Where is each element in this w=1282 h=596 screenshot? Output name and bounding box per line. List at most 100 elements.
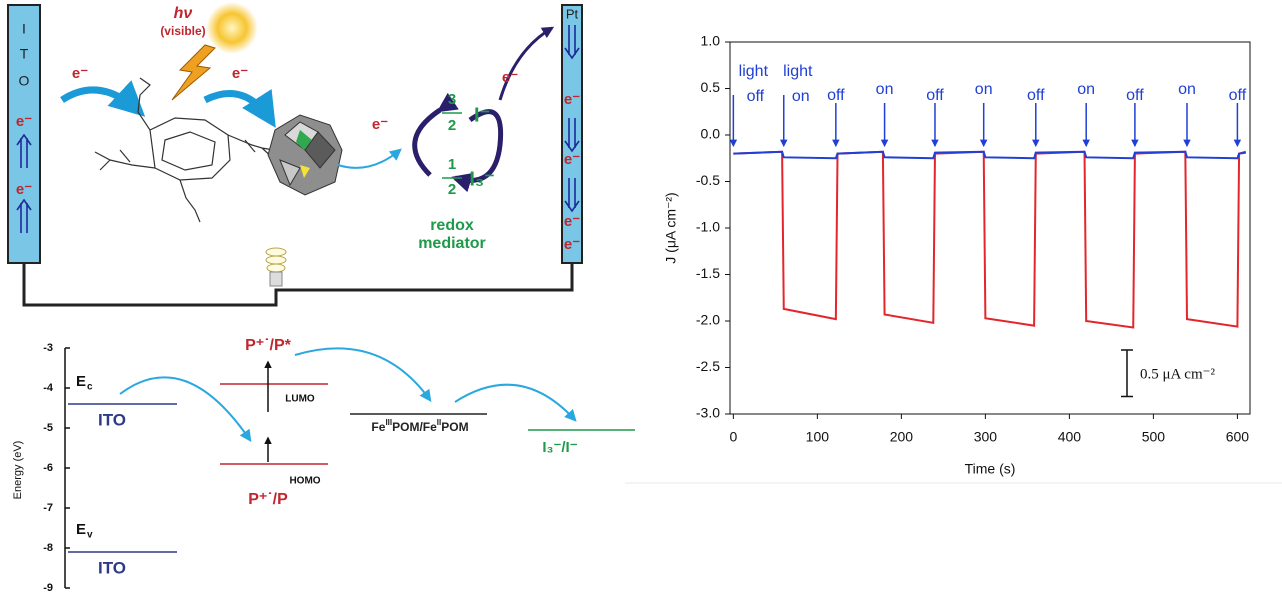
scale-bar-label: 0.5 μA cm⁻²	[1140, 367, 1216, 383]
electron-flow-arrows	[16, 25, 580, 233]
electron-label: e⁻	[564, 151, 580, 168]
energy-tick-label: -9	[43, 582, 53, 594]
fraction-numerator: 3	[448, 91, 456, 108]
electrode-label: T	[20, 46, 29, 62]
electrode-label: I	[22, 21, 26, 37]
x-tick-label: 600	[1226, 429, 1250, 445]
label-part: Fe	[371, 420, 385, 434]
level-label: FeIIIPOM/FeIIPOM	[371, 418, 468, 434]
electron-label: e⁻	[502, 69, 518, 86]
electron-label: e⁻	[16, 113, 32, 130]
species-label: I⁻	[474, 104, 490, 126]
energy-tick-label: -8	[43, 542, 53, 554]
y-tick-label: -3.0	[696, 405, 720, 421]
y-tick-label: -2.5	[696, 358, 720, 374]
x-tick-label: 300	[974, 429, 998, 445]
annotation-label: off	[1027, 87, 1045, 104]
fraction-denominator: 2	[448, 181, 456, 198]
x-tick-label: 400	[1058, 429, 1082, 445]
pt-electrode	[561, 4, 583, 264]
electron-arrow	[60, 80, 146, 117]
fraction-denominator: 2	[448, 117, 456, 134]
y-tick-label: -1.5	[696, 265, 720, 281]
electron-label: e⁻	[72, 65, 88, 82]
level-label: LUMO	[285, 394, 315, 405]
species-label: I₃⁻	[469, 168, 494, 190]
electron-label: e⁻	[372, 116, 388, 133]
y-tick-label: -2.0	[696, 312, 720, 328]
annotation-label: on	[975, 81, 993, 98]
series-line	[733, 150, 1246, 160]
level-label: ITO	[98, 558, 126, 577]
electron-label: e⁻	[16, 181, 32, 198]
mediator-label: mediator	[418, 235, 486, 252]
y-tick-label: -0.5	[696, 172, 720, 188]
electron-label: e⁻	[564, 91, 580, 108]
energy-axis-label: Energy (eV)	[12, 441, 24, 500]
level-tag: E	[76, 373, 86, 390]
redox-arrow	[451, 109, 504, 193]
level-tag-sub: v	[87, 530, 93, 541]
y-tick-label: 0.5	[701, 79, 721, 95]
x-tick-label: 0	[729, 429, 737, 445]
label-part: II	[437, 418, 441, 427]
annotation-label: off	[827, 87, 845, 104]
electron-label: e⁻	[564, 213, 580, 230]
y-tick-label: -1.0	[696, 219, 720, 235]
label-part: POM/Fe	[392, 420, 437, 434]
level-label: I₃⁻/I⁻	[542, 439, 577, 456]
x-axis-label: Time (s)	[965, 461, 1016, 477]
fraction-numerator: 1	[448, 156, 456, 173]
mediator-label: redox	[430, 217, 474, 234]
x-tick-label: 200	[890, 429, 914, 445]
pom-cluster	[267, 114, 343, 196]
electron-label: e⁻	[564, 236, 580, 253]
state-label: P⁺˙/P	[248, 491, 288, 508]
energy-tick-label: -7	[43, 502, 53, 514]
light-label: (visible)	[160, 24, 205, 38]
wire	[22, 263, 574, 307]
electron-arrow	[337, 148, 402, 169]
electron-transfer-arrow	[454, 383, 577, 422]
electron-transfer-arrow	[119, 376, 252, 442]
electron-label: e⁻	[232, 65, 248, 82]
level-label: ITO	[98, 410, 126, 429]
annotation-label: on	[876, 81, 894, 98]
electron-transfer-arrow	[294, 347, 432, 402]
annotation-label: off	[926, 87, 944, 104]
energy-tick-label: -3	[43, 342, 53, 354]
label-part: III	[385, 418, 392, 427]
lightning	[171, 44, 216, 101]
x-tick-label: 100	[806, 429, 830, 445]
annotation-label: on	[1077, 81, 1095, 98]
electron-arrow	[203, 88, 276, 128]
level-label: HOMO	[289, 476, 320, 487]
annotation-label: light	[739, 63, 769, 80]
energy-tick-label: -5	[43, 422, 53, 434]
bulb	[265, 247, 287, 287]
sun	[206, 2, 258, 54]
electrode-label: Pt	[566, 6, 579, 21]
annotation-label: on	[792, 88, 810, 105]
energy-tick-label: -6	[43, 462, 53, 474]
annotation-label: off	[747, 88, 765, 105]
annotation-label: light	[783, 63, 813, 80]
annotation-label: on	[1178, 81, 1196, 98]
y-tick-label: 0.0	[701, 126, 721, 142]
annotation-label: off	[1229, 87, 1247, 104]
redox-arrow	[498, 26, 555, 101]
energy-tick-label: -4	[43, 382, 54, 394]
cell-diagram	[7, 2, 583, 307]
y-tick-label: 1.0	[701, 33, 721, 49]
light-label: hν	[174, 5, 193, 22]
level-tag-sub: c	[87, 382, 93, 393]
redox-arrow	[412, 92, 459, 177]
electrode-label: O	[19, 73, 30, 89]
y-axis-label: J (μA cm⁻²)	[663, 192, 679, 263]
label-part: POM	[441, 420, 468, 434]
level-tag: E	[76, 521, 86, 538]
series-line	[733, 150, 1247, 329]
x-tick-label: 500	[1142, 429, 1166, 445]
